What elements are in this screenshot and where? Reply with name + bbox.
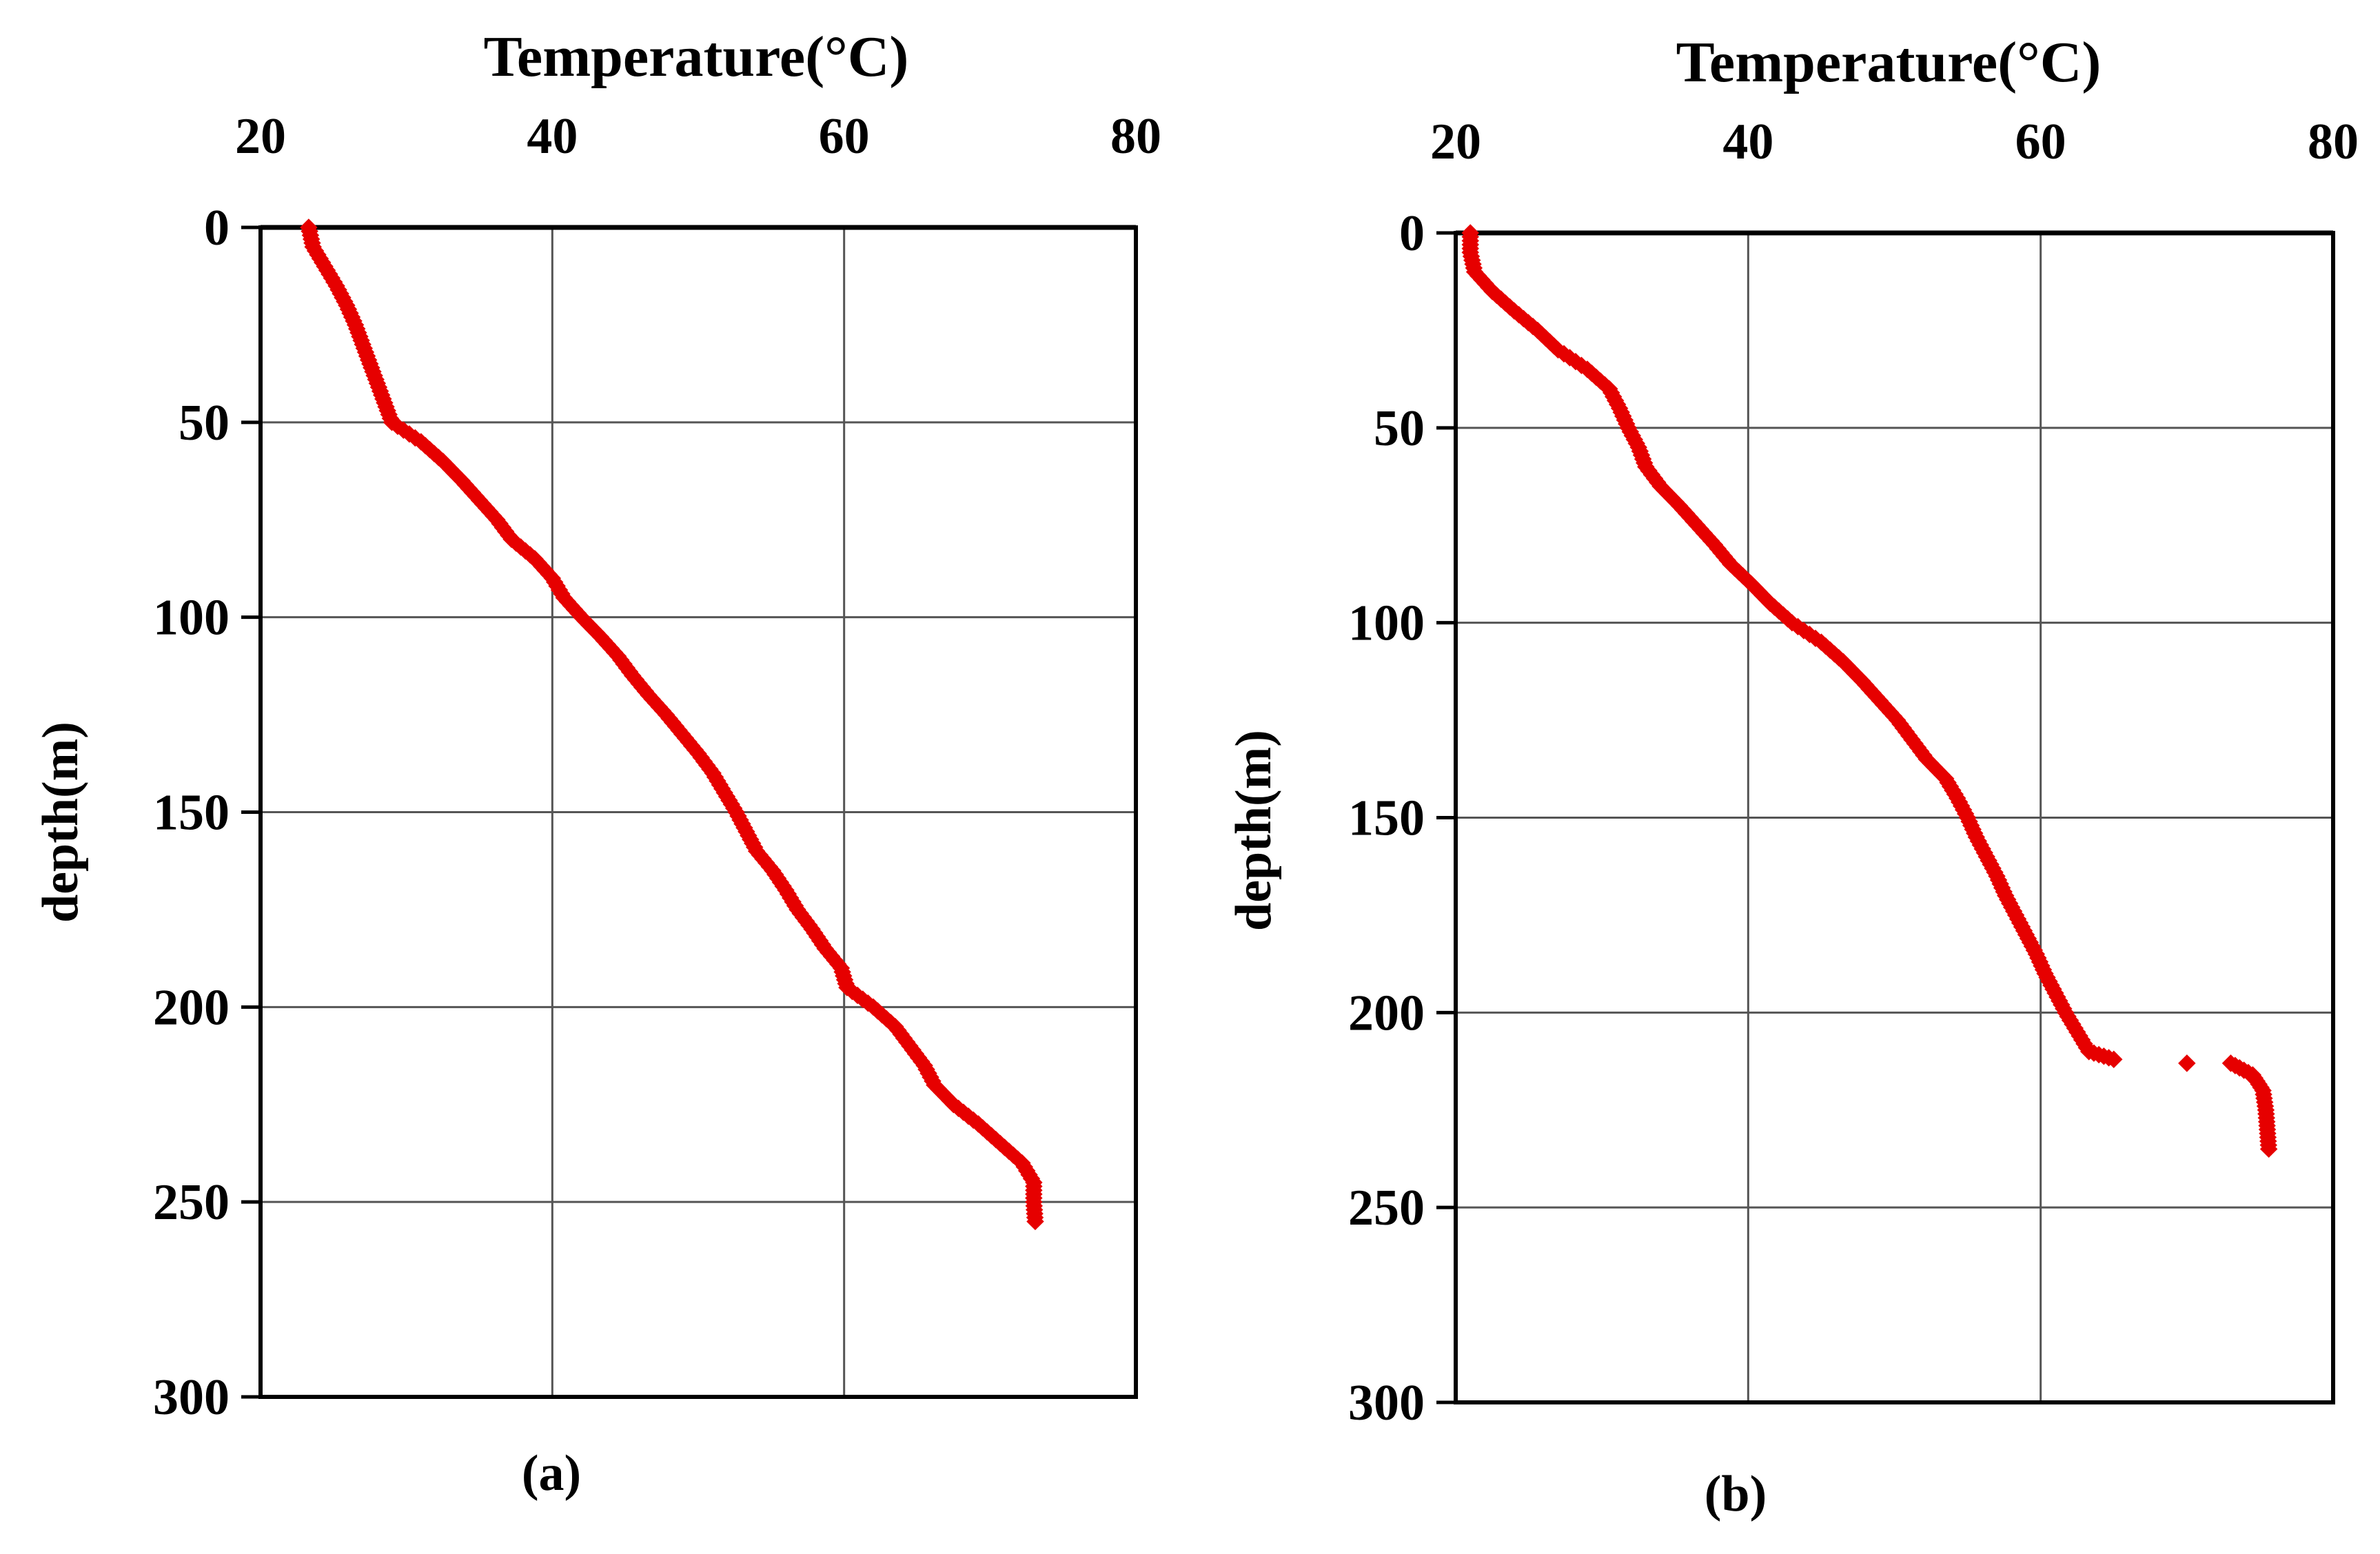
panel-b-grid (1454, 230, 2335, 1404)
panel-a-grid (258, 225, 1138, 1399)
data-point (2178, 1054, 2196, 1072)
y-tick-label: 0 (204, 200, 230, 256)
x-tick-label: 80 (1110, 108, 1161, 165)
x-tick-label: 20 (1430, 114, 1481, 170)
y-tick-label: 250 (1348, 1180, 1425, 1236)
panel-a-ticks: 20 40 60 80 0 50 100 150 200 250 300 (153, 108, 1161, 1426)
y-tick-label: 200 (153, 979, 230, 1036)
panel-a: Temperature(°C) 20 40 60 80 0 50 100 150 200 250 3… (32, 25, 1161, 1502)
y-tick-label: 100 (153, 590, 230, 646)
panel-b: Temperature(°C) 20 40 60 80 0 50 100 150 200 250 3… (1225, 30, 2359, 1522)
x-tick-label: 60 (819, 108, 870, 165)
y-tick-label: 0 (1399, 205, 1425, 262)
panel-b-caption: (b) (1705, 1466, 1767, 1522)
panel-a-caption: (a) (522, 1445, 581, 1502)
panel-b-points (1461, 224, 2278, 1158)
y-tick-label: 300 (1348, 1375, 1425, 1431)
x-tick-label: 60 (2015, 114, 2066, 170)
panel-b-title: Temperature(°C) (1676, 30, 2102, 94)
panel-b-ylabel: depth(m) (1225, 730, 1282, 931)
y-tick-label: 150 (1348, 790, 1425, 847)
y-tick-label: 50 (1374, 400, 1425, 457)
y-tick-label: 50 (179, 395, 230, 451)
panel-a-points (300, 218, 1044, 1231)
x-tick-label: 40 (527, 108, 578, 165)
panel-a-ylabel: depth(m) (32, 722, 89, 923)
panel-a-title: Temperature(°C) (484, 25, 909, 89)
y-tick-label: 150 (153, 785, 230, 841)
y-tick-label: 100 (1348, 595, 1425, 652)
y-tick-label: 250 (153, 1174, 230, 1231)
x-tick-label: 40 (1722, 114, 1773, 170)
panel-b-ticks: 20 40 60 80 0 50 100 150 200 250 300 (1348, 114, 2359, 1431)
x-tick-label: 20 (235, 108, 286, 165)
y-tick-label: 300 (153, 1369, 230, 1426)
x-tick-label: 80 (2308, 114, 2359, 170)
y-tick-label: 200 (1348, 985, 1425, 1041)
